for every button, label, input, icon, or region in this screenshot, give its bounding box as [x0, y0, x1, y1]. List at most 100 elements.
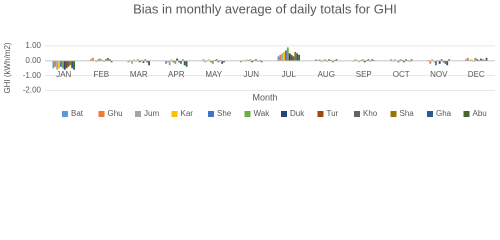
bar — [133, 59, 135, 61]
bar — [165, 60, 167, 64]
bar — [320, 60, 323, 63]
x-tick-label: APR — [168, 70, 185, 79]
bar — [170, 59, 173, 61]
bar — [480, 58, 482, 61]
bar — [444, 60, 447, 64]
legend-label: Kho — [363, 109, 378, 118]
bar — [335, 59, 338, 61]
x-tick-label: DEC — [468, 70, 485, 79]
bar — [183, 60, 186, 66]
chart: Bias in monthly average of daily totals … — [3, 1, 495, 118]
bar — [131, 60, 134, 64]
bar — [142, 60, 145, 64]
bar — [148, 60, 150, 66]
legend-label: Ghu — [108, 109, 123, 118]
bar — [138, 60, 141, 63]
legend-label: Sha — [400, 109, 415, 118]
bar — [399, 59, 402, 61]
bar — [390, 59, 392, 61]
bar — [393, 59, 396, 61]
bar — [442, 60, 445, 63]
bar — [331, 60, 334, 63]
legend-swatch — [281, 111, 287, 117]
bar — [202, 59, 205, 61]
bar — [470, 59, 473, 61]
legend-label: Duk — [290, 109, 305, 118]
legend-label: Tur — [327, 109, 339, 118]
bar — [466, 57, 469, 61]
bar — [433, 60, 435, 63]
bar — [110, 60, 113, 63]
bar — [56, 60, 59, 70]
bar — [476, 59, 479, 61]
bar — [144, 59, 147, 61]
bar — [54, 60, 57, 67]
y-tick-label: 1.00 — [25, 41, 41, 50]
bar — [397, 60, 400, 63]
bar — [363, 60, 366, 63]
bar — [215, 59, 218, 61]
bar — [172, 60, 175, 63]
bar — [178, 60, 180, 63]
bar — [296, 53, 299, 61]
bar — [292, 56, 295, 61]
bar — [277, 56, 280, 61]
bar — [286, 47, 289, 61]
bar — [174, 60, 177, 64]
legend-label: Abu — [473, 109, 487, 118]
legend-label: Bat — [71, 109, 84, 118]
bar — [127, 60, 130, 63]
bar — [251, 60, 254, 63]
bar — [285, 50, 287, 61]
bar — [435, 60, 437, 66]
x-tick-label: SEP — [356, 70, 372, 79]
chart-title: Bias in monthly average of daily totals … — [133, 1, 397, 16]
bar — [324, 59, 327, 61]
bar — [108, 59, 111, 61]
bar — [371, 59, 374, 61]
bar — [210, 60, 212, 63]
legend-swatch — [244, 111, 251, 117]
bar — [67, 60, 70, 67]
bar — [290, 54, 293, 61]
bar — [298, 54, 300, 61]
x-tick-label: FEB — [93, 70, 109, 79]
bar — [60, 60, 62, 67]
bar — [361, 59, 364, 61]
bar — [279, 54, 282, 61]
y-axis-label: GHI (kWh/m2) — [3, 42, 12, 93]
bar — [221, 60, 224, 64]
bar — [485, 57, 488, 61]
bar — [106, 57, 109, 61]
x-tick-label: JAN — [56, 70, 71, 79]
bar — [204, 60, 207, 63]
bar — [146, 60, 149, 63]
x-tick-label: AUG — [318, 70, 335, 79]
bar — [217, 60, 220, 63]
bar — [255, 59, 257, 61]
x-tick-label: JUN — [243, 70, 259, 79]
bar — [474, 57, 477, 61]
bar — [283, 51, 285, 61]
bar — [405, 59, 407, 61]
bar — [328, 59, 330, 61]
bar — [281, 53, 284, 61]
bar — [71, 60, 74, 69]
legend-swatch — [390, 111, 397, 117]
x-tick-label: JUL — [282, 70, 297, 79]
bar — [52, 60, 55, 69]
x-tick-label: MAR — [130, 70, 148, 79]
bar — [73, 60, 75, 70]
bar — [403, 60, 405, 63]
legend-label: Wak — [254, 109, 271, 118]
bar — [294, 51, 297, 61]
bar — [367, 59, 370, 61]
bar — [260, 60, 263, 63]
bar — [481, 59, 484, 61]
legend-swatch — [135, 111, 141, 117]
bar — [65, 60, 68, 69]
bar — [180, 60, 182, 64]
legend-label: She — [217, 109, 232, 118]
bar — [245, 59, 248, 61]
bar — [465, 59, 467, 61]
